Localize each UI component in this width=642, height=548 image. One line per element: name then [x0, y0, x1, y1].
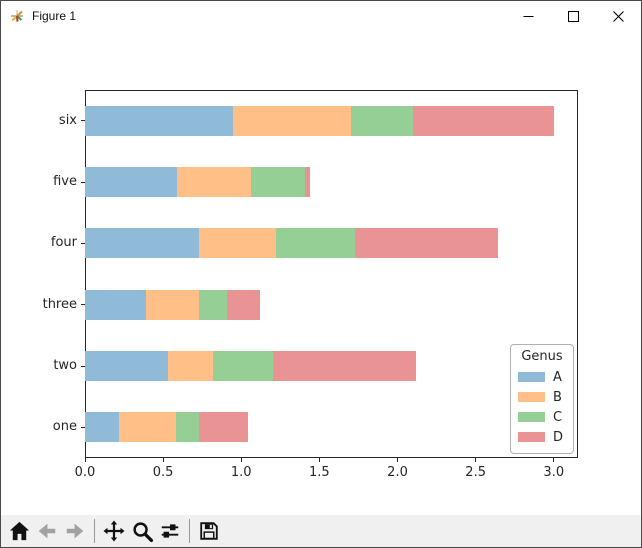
y-tick-label: three [42, 296, 77, 312]
x-tick-label: 0.5 [152, 465, 174, 480]
x-tickmark [318, 458, 320, 462]
save-button[interactable] [195, 517, 223, 545]
maximize-button[interactable] [551, 1, 596, 31]
toolbar-separator [189, 519, 190, 543]
bar-segment-A-five [85, 167, 178, 197]
bar-segment-B-three [145, 289, 200, 320]
legend-swatch-B [518, 392, 545, 402]
bar-segment-A-six [85, 105, 234, 136]
figure-canvas[interactable]: six five four three two one 0.0 0.5 1.0 1.5 2.0 2.5… [1, 31, 641, 515]
bar-segment-D-four [355, 228, 498, 259]
window-title: Figure 1 [32, 9, 77, 23]
forward-icon [64, 520, 86, 542]
legend-row-B: B [511, 387, 573, 407]
legend-label: C [553, 409, 563, 425]
y-tick-label: one [52, 419, 77, 435]
bar-segment-B-four [199, 228, 276, 259]
legend-row-C: C [511, 407, 573, 427]
bar-segment-B-one [119, 412, 176, 443]
x-tick-label: 2.0 [387, 465, 408, 480]
bar-segment-B-five [177, 167, 251, 197]
legend-label: A [553, 369, 562, 385]
bar-segment-D-one [199, 412, 248, 443]
bar-segment-A-two [85, 351, 168, 381]
toolbar-separator [94, 519, 95, 543]
pan-icon [102, 519, 126, 543]
pan-button[interactable] [100, 517, 128, 545]
bar-segment-C-three [199, 289, 228, 320]
y-tick-label: six [58, 112, 77, 128]
home-icon [8, 520, 31, 543]
back-button[interactable] [33, 517, 61, 545]
bar-segment-C-one [175, 412, 200, 443]
bar-segment-C-six [350, 105, 414, 136]
bar-segment-D-three [227, 289, 260, 320]
minimize-icon [523, 15, 534, 17]
close-button[interactable] [596, 1, 641, 31]
zoom-icon [131, 520, 154, 543]
bar-segment-C-two [213, 351, 273, 381]
y-tick-label: four [50, 235, 77, 251]
y-tickmark [81, 181, 85, 183]
legend-label: B [553, 389, 562, 405]
bar-segment-B-six [233, 105, 351, 136]
save-icon [198, 520, 220, 542]
y-tickmark [81, 120, 85, 122]
bar-segment-D-two [272, 351, 417, 381]
y-tick-label: five [53, 174, 77, 189]
zoom-button[interactable] [128, 517, 156, 545]
x-tickmark [475, 458, 477, 462]
y-tickmark [81, 242, 85, 244]
bar-segment-C-five [250, 167, 306, 197]
plot-area [85, 90, 578, 458]
subplots-icon [159, 520, 181, 542]
x-tickmark [84, 458, 86, 462]
toolbar [1, 515, 641, 547]
bar-segment-D-five [305, 167, 310, 197]
y-tickmark [81, 304, 85, 306]
x-tick-label: 2.5 [465, 465, 486, 480]
bar-segment-C-four [275, 228, 356, 259]
bar-segment-B-two [167, 351, 214, 381]
bar-segment-D-six [413, 105, 554, 136]
maximize-icon [568, 10, 579, 22]
legend-row-A: A [511, 367, 573, 387]
legend-title: Genus [521, 349, 563, 364]
bar-segment-A-three [85, 289, 146, 320]
x-tick-label: 1.0 [230, 465, 252, 480]
x-tickmark [240, 458, 242, 462]
legend-swatch-D [518, 432, 545, 442]
x-tickmark [397, 458, 399, 462]
home-button[interactable] [5, 517, 33, 545]
subplots-button[interactable] [156, 517, 184, 545]
legend-swatch-A [518, 372, 545, 382]
x-tick-label: 3.0 [543, 465, 565, 480]
minimize-button[interactable] [506, 1, 551, 31]
y-tickmark [81, 365, 85, 367]
close-icon [613, 10, 624, 22]
window-controls [506, 1, 641, 31]
forward-button[interactable] [61, 517, 89, 545]
back-icon [36, 520, 58, 542]
y-tick-label: two [53, 358, 77, 373]
bar-segment-A-one [85, 412, 120, 443]
legend-swatch-C [518, 412, 545, 422]
titlebar[interactable]: Figure 1 [1, 1, 641, 31]
matplotlib-icon [9, 8, 25, 24]
bar-segment-A-four [85, 228, 200, 259]
x-tick-label: 1.5 [309, 465, 330, 480]
y-tickmark [81, 426, 85, 428]
legend-label: D [553, 429, 564, 445]
x-tickmark [553, 458, 555, 462]
legend-row-D: D [511, 427, 573, 447]
x-tickmark [162, 458, 164, 462]
x-tick-label: 0.0 [74, 465, 96, 480]
